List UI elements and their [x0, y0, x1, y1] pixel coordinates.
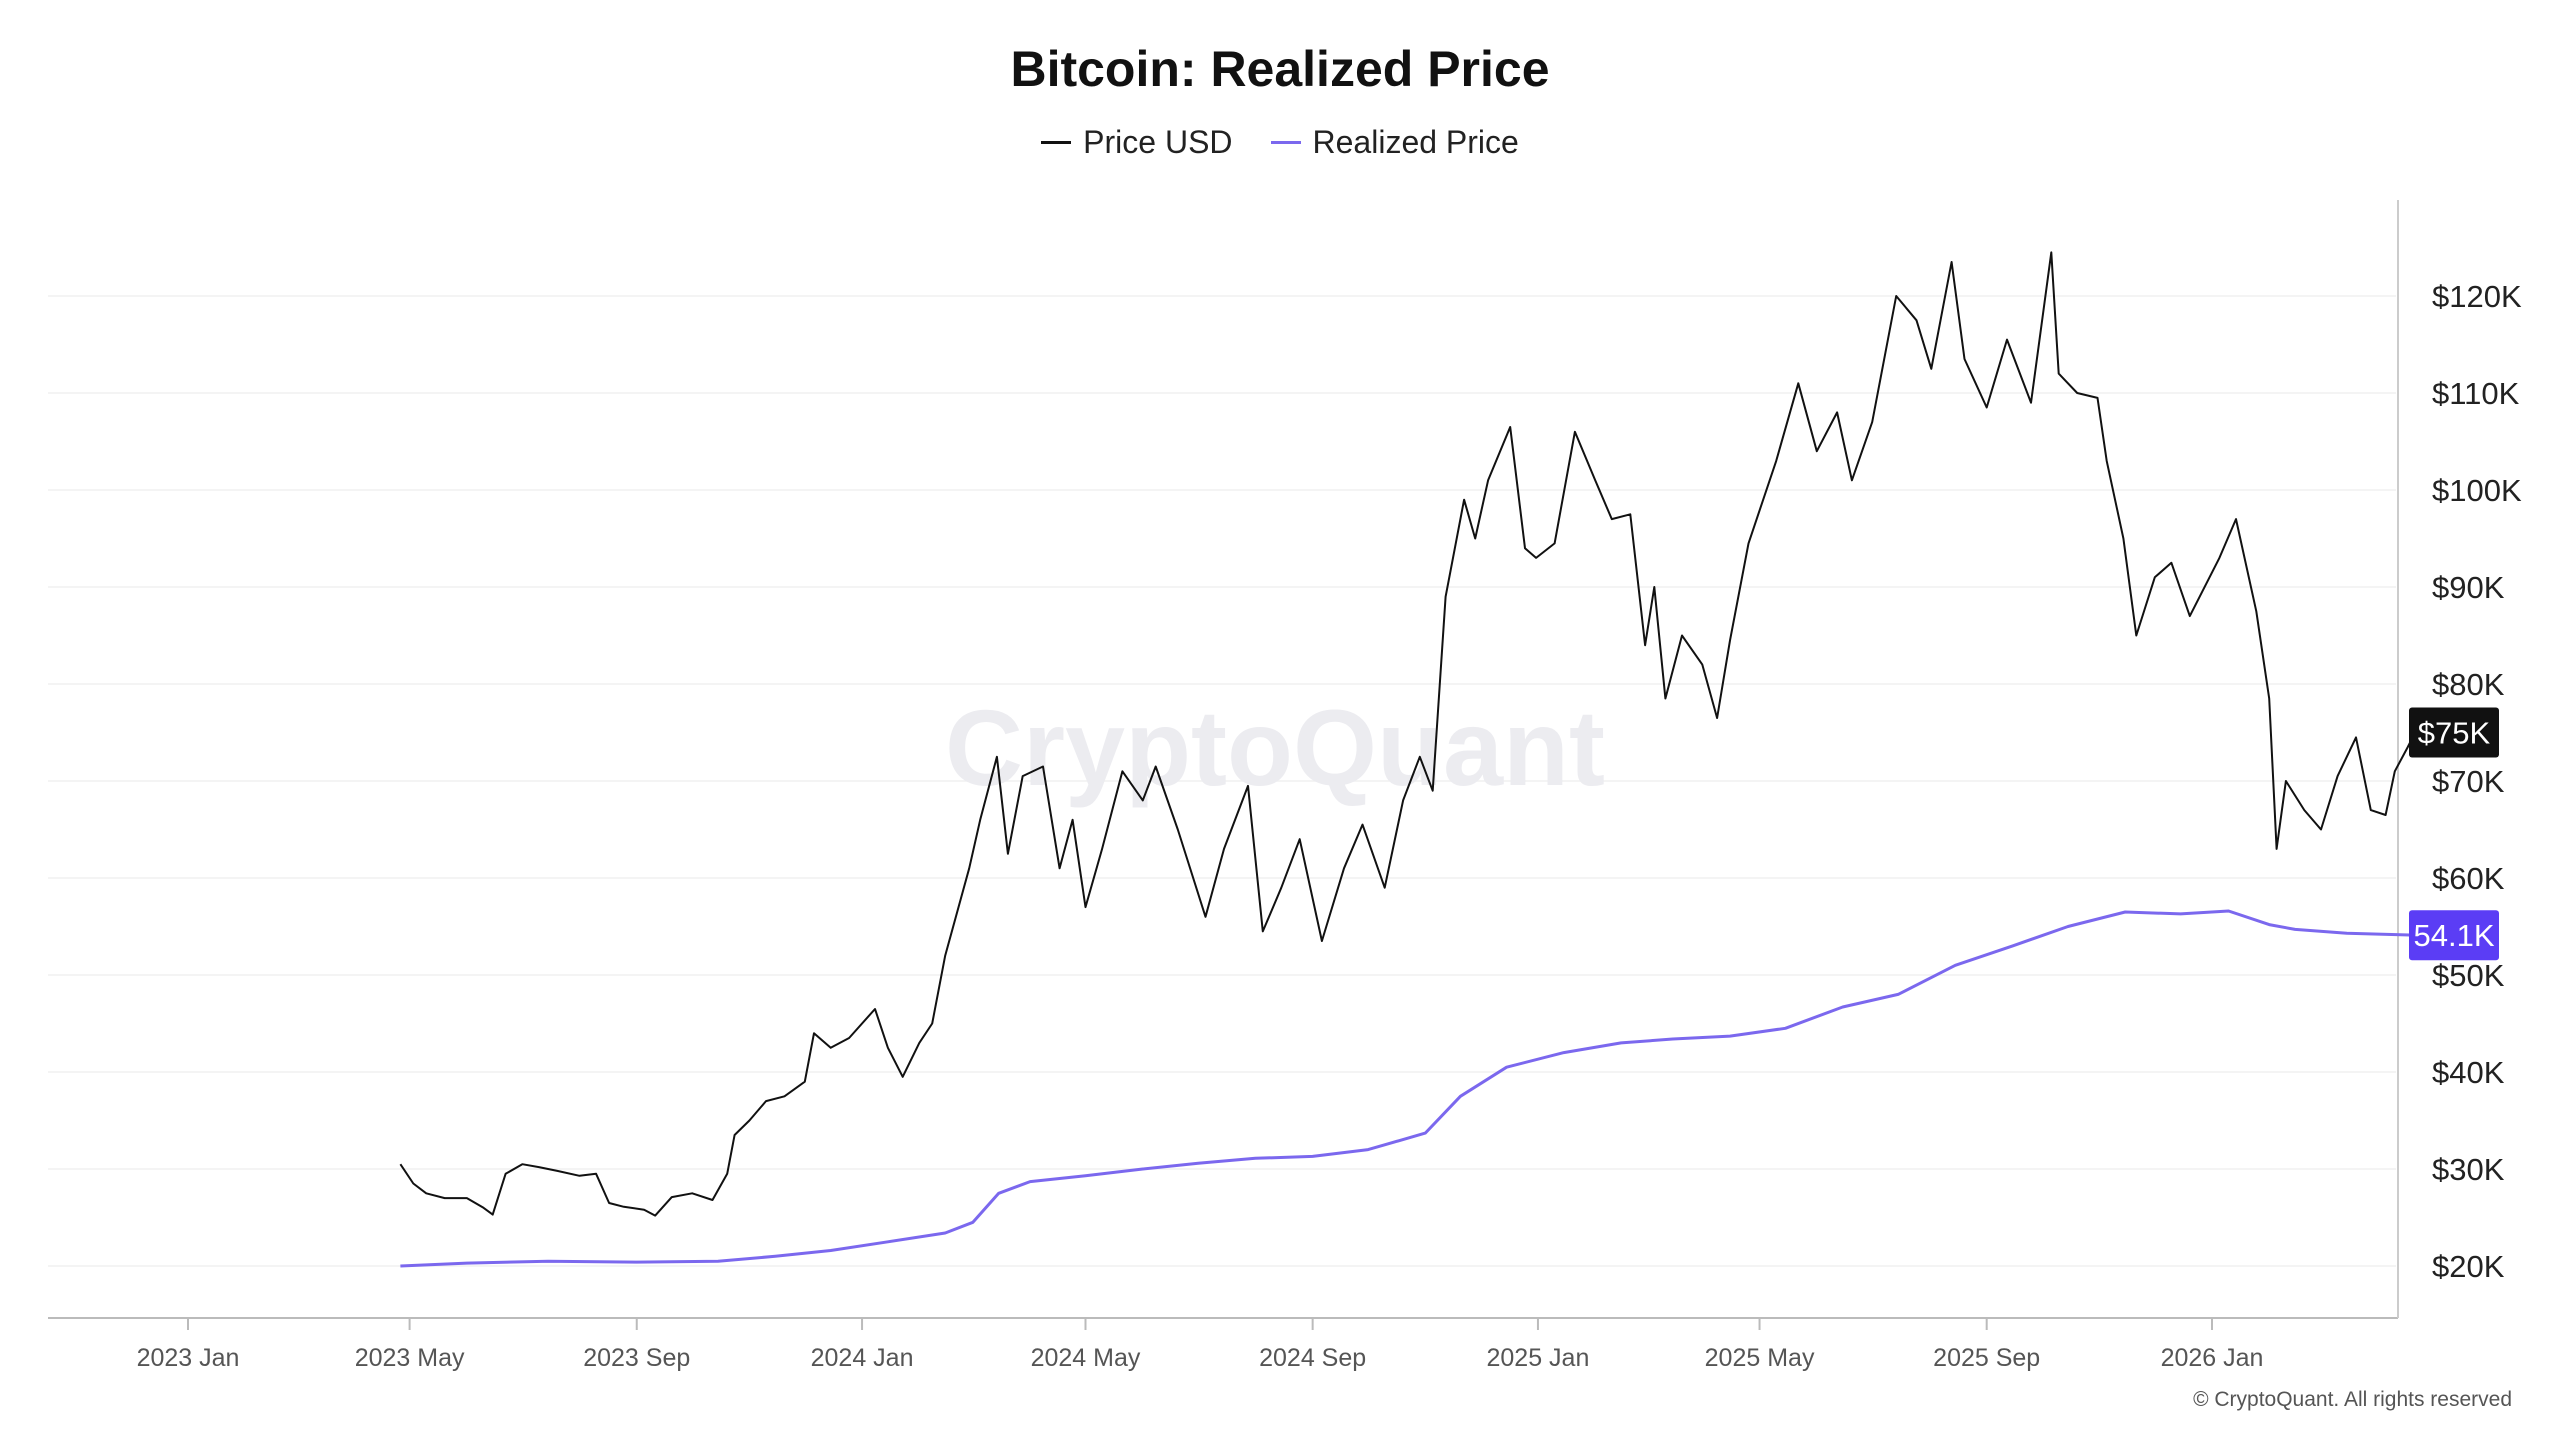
watermark: CryptoQuant: [945, 687, 1605, 808]
current-value-label-price-usd: $75K: [2418, 716, 2491, 751]
y-tick-label: $50K: [2432, 958, 2505, 993]
y-tick-label: $40K: [2432, 1055, 2505, 1090]
x-tick-label: 2023 Sep: [583, 1344, 690, 1372]
y-tick-label: $30K: [2432, 1152, 2505, 1187]
copyright-footer: © CryptoQuant. All rights reserved: [2193, 1388, 2512, 1411]
y-tick-label: $70K: [2432, 764, 2505, 799]
x-tick-label: 2024 Sep: [1259, 1344, 1366, 1372]
x-tick-label: 2024 May: [1031, 1344, 1141, 1372]
series-lines: [399, 251, 2416, 1268]
series-line-price-usd: [399, 251, 2416, 1217]
legend-swatch-price-usd: [1041, 141, 1072, 144]
x-tick-label: 2025 May: [1705, 1344, 1815, 1372]
y-tick-label: $60K: [2432, 861, 2505, 896]
y-tick-label: $100K: [2432, 473, 2522, 508]
current-value-label-realized-price: 54.1K: [2413, 918, 2494, 953]
legend-label-realized-price: Realized Price: [1312, 124, 1519, 160]
x-tick-label: 2025 Sep: [1933, 1344, 2040, 1372]
grid-lines: [48, 295, 2396, 1267]
x-tick-label: 2024 Jan: [811, 1344, 914, 1372]
chart-legend: Price USD Realized Price: [0, 124, 2560, 161]
x-axis: 2023 Jan 2023 May 2023 Sep 2024 Jan 2024 May…: [48, 1317, 2398, 1372]
current-value-badge-realized-price: [2409, 910, 2499, 961]
legend-swatch-realized-price: [1270, 141, 1301, 144]
series-line-realized-price: [400, 909, 2416, 1268]
legend-item-realized-price[interactable]: Realized Price: [1270, 124, 1519, 161]
current-value-badges: $75K 54.1K: [2409, 707, 2499, 961]
current-value-badge-price-usd: [2409, 707, 2499, 758]
y-tick-label: $90K: [2432, 570, 2505, 605]
y-tick-label: $80K: [2432, 667, 2505, 702]
chart-title: Bitcoin: Realized Price: [1010, 41, 1550, 97]
y-tick-label: $110K: [2432, 376, 2520, 411]
legend-label-price-usd: Price USD: [1083, 124, 1233, 160]
x-tick-label: 2026 Jan: [2161, 1344, 2264, 1372]
x-tick-label: 2023 Jan: [137, 1344, 240, 1372]
legend-item-price-usd[interactable]: Price USD: [1041, 124, 1233, 161]
y-axis: $20K $30K $40K $50K $60K $70K $80K $90K $100K $11…: [2397, 200, 2522, 1318]
x-tick-label: 2023 May: [355, 1344, 465, 1372]
x-tick-label: 2025 Jan: [1487, 1344, 1590, 1372]
y-tick-label: $120K: [2432, 279, 2522, 314]
y-tick-label: $20K: [2432, 1249, 2505, 1284]
